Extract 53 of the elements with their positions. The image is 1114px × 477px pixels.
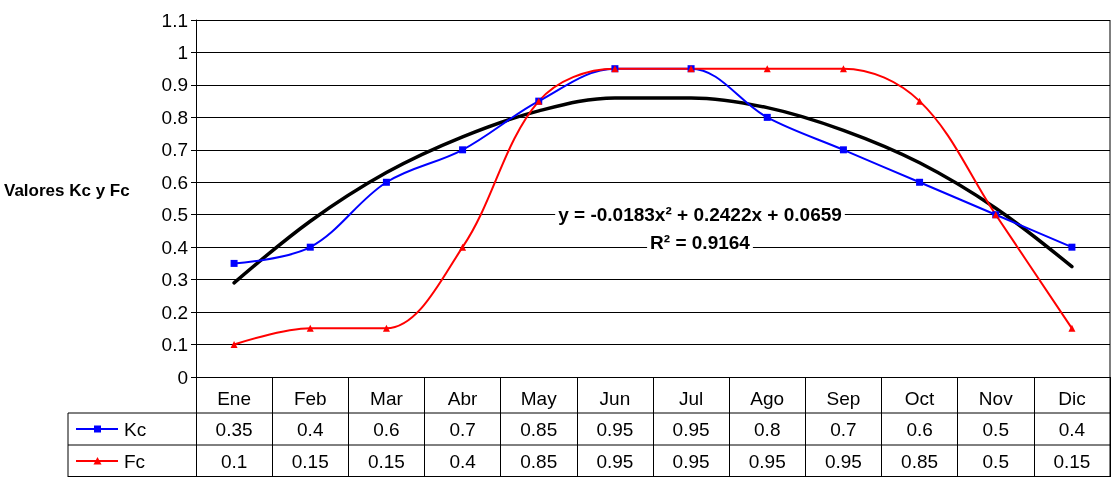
y-tick-label: 0.2: [161, 301, 188, 323]
data-label: 0.95: [824, 450, 862, 472]
data-label: 0.7: [830, 418, 857, 440]
y-tick-label: 1: [177, 41, 188, 63]
y-tick-label: 0.3: [161, 269, 188, 291]
data-label: 0.4: [297, 418, 324, 440]
data-label: 0.4: [1058, 418, 1086, 440]
y-tick-label: 0.5: [161, 204, 188, 226]
data-label: 0.15: [367, 450, 405, 472]
data-label: 0.95: [596, 450, 634, 472]
annotation: R² = 0.9164: [650, 231, 751, 253]
data-label: 0.85: [520, 418, 558, 440]
data-label: 0.6: [906, 418, 933, 440]
x-tick-label: Mar: [370, 388, 404, 409]
data-label: 0.15: [1053, 450, 1091, 472]
data-label: 0.4: [449, 450, 477, 472]
y-tick-label: 1.1: [161, 9, 188, 31]
y-tick-label: 0.8: [161, 106, 188, 128]
data-label: 0.8: [754, 418, 781, 440]
y-axis-title: Valores Kc y Fc: [4, 180, 130, 200]
x-tick-label: Abr: [447, 388, 479, 409]
x-tick-label: Dic: [1058, 388, 1086, 409]
data-label: 0.15: [291, 450, 329, 472]
x-tick-label: Sep: [826, 388, 861, 409]
legend-label: Kc: [124, 418, 147, 440]
annotation: y = -0.0183x² + 0.2422x + 0.0659: [558, 203, 842, 225]
data-label: 0.95: [672, 418, 710, 440]
y-tick-label: 0.1: [161, 334, 188, 356]
y-tick-label: 0.7: [161, 139, 188, 161]
x-tick-label: Oct: [904, 388, 936, 409]
y-tick-label: 0: [177, 366, 188, 388]
x-tick-label: May: [520, 388, 558, 409]
data-label: 0.5: [982, 450, 1009, 472]
legend-label: Fc: [124, 450, 146, 472]
data-label: 0.95: [672, 450, 710, 472]
x-tick-label: Jul: [678, 388, 704, 409]
data-label: 0.6: [373, 418, 400, 440]
data-label: 0.7: [449, 418, 476, 440]
x-tick-label: Ene: [217, 388, 251, 409]
data-label: 0.35: [215, 418, 253, 440]
y-tick-label: 0.6: [161, 171, 188, 193]
y-tick-label: 0.9: [161, 74, 188, 96]
x-tick-label: Feb: [293, 388, 327, 409]
data-label: 0.1: [220, 450, 248, 472]
x-tick-label: Nov: [978, 388, 1014, 409]
data-label: 0.95: [748, 450, 786, 472]
data-label: 0.5: [982, 418, 1009, 440]
data-label: 0.85: [901, 450, 939, 472]
data-label: 0.85: [520, 450, 558, 472]
data-label: 0.95: [596, 418, 634, 440]
x-tick-label: Jun: [599, 388, 631, 409]
y-tick-label: 0.4: [161, 236, 189, 258]
x-tick-label: Ago: [750, 388, 785, 409]
